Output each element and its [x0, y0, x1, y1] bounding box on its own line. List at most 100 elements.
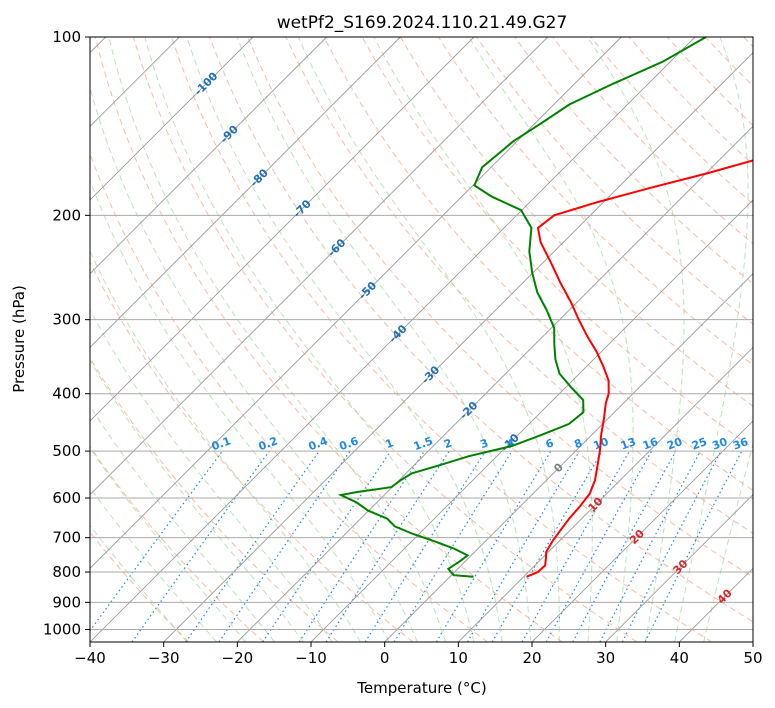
x-tick-label: −20: [222, 649, 254, 667]
mixing-ratio-line: [325, 450, 450, 642]
dry-adiabat: [90, 260, 414, 642]
dry-adiabat: [94, 37, 563, 642]
dry-adiabat: [90, 356, 339, 642]
x-tick-label: 10: [449, 649, 468, 667]
y-tick-label: 100: [52, 28, 81, 46]
moist-adiabat: [703, 441, 753, 642]
y-tick-label: 900: [52, 593, 81, 611]
moist-adiabat: [90, 308, 333, 642]
isotherm-line: [531, 420, 753, 642]
mixing-ratio-label: 2: [442, 436, 454, 451]
y-tick-label: 600: [52, 489, 81, 507]
dry-adiabat: [285, 37, 753, 535]
dry-adiabat: [704, 37, 753, 87]
isotherm-line: [458, 346, 753, 642]
mixing-ratio-label: 30: [710, 435, 729, 453]
mixing-ratio-labels: 0.1 0.2 0.4 0.6 1 1.5 2 3 4 6 8 10 13 16 20 25 30 36: [210, 434, 750, 453]
mixing-ratio-line: [599, 450, 702, 642]
moist-adiabat: [108, 37, 447, 642]
moist-adiabat: [587, 37, 685, 642]
moist-adiabat: [90, 447, 247, 642]
moist-adiabat: [90, 179, 390, 642]
dry-adiabat: [323, 37, 753, 491]
dry-adiabat: [209, 37, 753, 623]
isotherm-line: [90, 37, 622, 569]
dry-adiabat: [743, 37, 753, 48]
mixing-ratio-line: [262, 450, 392, 642]
mixing-ratio-line: [131, 450, 270, 642]
isotherm-line: [90, 37, 327, 275]
isotherm-line: [90, 37, 475, 422]
background-lines: [90, 37, 753, 642]
moist-adiabat: [90, 250, 362, 642]
y-tick-label: 1000: [43, 620, 81, 638]
x-tick-label: 40: [670, 649, 689, 667]
moist-adiabat: [90, 405, 276, 642]
moist-adiabat: [90, 524, 188, 642]
mixing-ratio-label: 4: [505, 436, 517, 451]
moist-adiabat: [373, 37, 593, 642]
mixing-ratio-label: 13: [619, 435, 638, 452]
mixing-ratio-label: 3: [478, 436, 490, 451]
dry-adiabat: [171, 37, 712, 642]
mixing-ratio-line: [521, 450, 631, 642]
mixing-ratio-label: 0.2: [257, 434, 280, 453]
mixing-ratio-label: 6: [544, 436, 556, 451]
chart-title: wetPf2_S169.2024.110.21.49.G27: [277, 13, 568, 33]
temperature-profile: [526, 159, 753, 578]
y-tick-label: 800: [52, 563, 81, 581]
x-tick-label: 50: [743, 649, 762, 667]
mixing-ratio-label: 25: [690, 435, 709, 452]
isotherm-line: [90, 37, 254, 201]
mixing-ratio-label: 36: [731, 435, 750, 453]
isotherm-line: [384, 273, 753, 642]
mixing-ratio-line: [298, 450, 425, 642]
isotherm-line: [237, 125, 753, 642]
x-tick-label: 20: [522, 649, 541, 667]
mixing-ratio-line: [218, 450, 351, 642]
dry-adiabat: [514, 37, 753, 285]
mixing-ratio-label: 16: [641, 435, 660, 453]
mixing-ratio-line: [435, 450, 552, 642]
dewpoint-profile: [337, 37, 707, 578]
dry-adiabat: [437, 37, 753, 366]
mixing-ratio-line: [644, 450, 743, 642]
y-axis-label: Pressure (hPa): [10, 285, 28, 393]
mixing-ratio-label: 1.5: [412, 434, 435, 453]
moist-adiabat: [674, 37, 749, 642]
plot-frame: [89, 36, 754, 643]
x-tick-label: −30: [148, 649, 180, 667]
mixing-ratio-line: [364, 450, 486, 642]
dry-adiabat: [132, 37, 638, 642]
moist-adiabat: [468, 37, 634, 642]
y-tick-label: 500: [52, 442, 81, 460]
y-tick-label: 300: [52, 311, 81, 329]
dry-adiabat: [90, 152, 488, 642]
dry-adiabat: [247, 37, 753, 578]
moist-adiabat: [90, 486, 217, 642]
dry-adiabat: [90, 531, 190, 642]
mixing-ratio-label: 0.1: [210, 434, 233, 453]
dry-adiabat: [552, 37, 753, 245]
y-tick-label: 700: [52, 529, 81, 547]
y-tick-label: 200: [52, 206, 81, 224]
y-axis: 100 200 300 400 500 600 700 800 900 1000: [43, 28, 90, 638]
mixing-ratio-line: [185, 450, 320, 642]
mixing-ratio-label: 1: [384, 436, 396, 451]
x-tick-label: −40: [74, 649, 106, 667]
dry-adiabat: [476, 37, 753, 325]
mixing-ratio-label: 0.6: [338, 434, 361, 453]
x-axis: −40 −30 −20 −10 0 10 20 30 40 50: [74, 642, 763, 667]
x-tick-label: 0: [380, 649, 390, 667]
x-axis-label: Temperature (°C): [356, 679, 486, 697]
sounding-profiles: [337, 37, 753, 578]
dry-adiabat: [590, 37, 753, 205]
moist-adiabat: [144, 37, 475, 642]
x-tick-label: 30: [596, 649, 615, 667]
isotherm-line: [752, 641, 753, 642]
isotherm-line: [605, 494, 753, 642]
mixing-ratio-line: [572, 450, 677, 642]
mixing-ratio-line: [466, 450, 580, 642]
